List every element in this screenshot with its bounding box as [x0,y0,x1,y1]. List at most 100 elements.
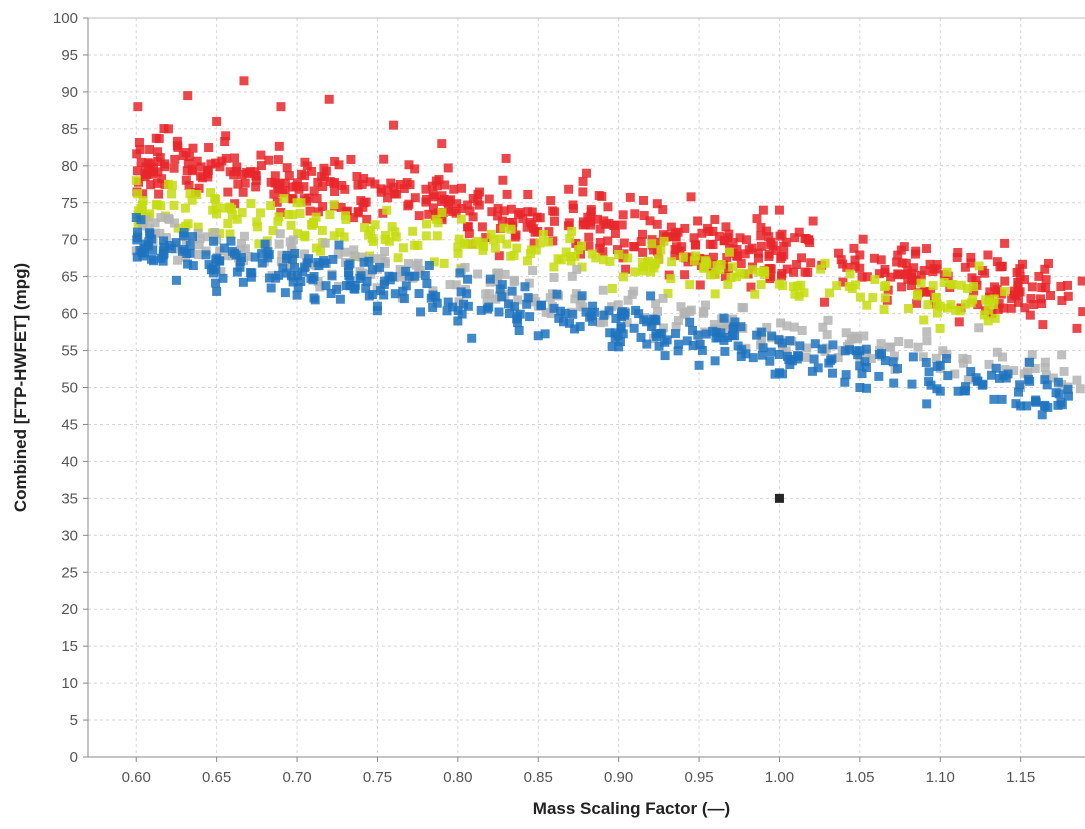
data-point [456,287,466,297]
data-point [695,339,705,349]
data-point [136,215,146,225]
data-point [340,211,350,221]
data-point [477,222,487,232]
data-point [923,300,933,310]
data-point [568,309,578,319]
data-point [442,306,452,316]
data-point [1056,281,1066,291]
data-point [208,205,218,215]
data-point [950,369,960,379]
data-point [155,228,165,238]
data-point [230,153,240,163]
data-point [352,171,362,181]
data-point [911,246,921,256]
data-point [595,243,605,253]
data-point [159,236,169,246]
data-point [912,298,922,308]
data-point [543,237,553,247]
data-point [971,275,981,285]
data-point [443,163,453,173]
data-point [983,316,993,326]
data-point [453,316,463,326]
data-point [503,299,513,309]
data-point [771,245,781,255]
data-point [840,377,850,387]
data-point [464,229,474,239]
data-point [735,233,745,243]
data-point [332,284,342,294]
data-point [367,289,377,299]
data-point [251,176,261,186]
data-point [282,253,292,263]
data-point [204,143,214,153]
data-point [159,249,169,259]
data-point [134,137,144,147]
data-point [1009,366,1019,376]
data-point [598,255,608,265]
data-point [515,207,525,217]
data-point [353,208,363,218]
data-point [560,309,570,319]
data-point [720,346,730,356]
data-point [935,360,945,370]
data-point [155,153,165,163]
data-point [292,178,302,188]
data-point [1040,401,1050,411]
data-point [874,371,884,381]
data-point [921,287,931,297]
data-point [463,301,473,311]
data-point [552,289,562,299]
data-point [630,242,640,252]
data-point [1013,387,1023,397]
data-point [740,269,750,279]
data-point [685,307,695,317]
data-point [983,305,993,315]
data-point [646,267,656,277]
data-point [820,258,830,268]
data-point [376,286,386,296]
data-point [390,227,400,237]
data-point [862,272,872,282]
data-point [361,197,371,207]
data-point [868,293,878,303]
data-point [364,230,374,240]
data-point [1013,297,1023,307]
data-point [903,303,913,313]
data-point [138,251,148,261]
y-tick-label: 35 [61,490,78,507]
data-point [404,199,414,209]
data-point [919,266,929,276]
data-point [584,241,594,251]
data-point [420,270,430,280]
data-point [931,353,941,363]
data-point [559,317,569,327]
data-point [1057,350,1067,360]
data-point [679,308,689,318]
data-point [1025,357,1035,367]
data-point [789,322,799,332]
data-point [935,386,945,396]
data-point [670,329,680,339]
data-point [928,281,938,291]
y-tick-label: 100 [53,10,78,27]
data-point [603,202,613,212]
data-point [297,169,307,179]
data-point [893,364,903,374]
data-point [607,342,617,352]
data-point [794,291,804,301]
data-point [954,317,964,327]
data-point [645,216,655,226]
data-point [264,155,274,165]
data-point [752,214,762,224]
data-point [232,267,242,277]
data-point [476,305,486,315]
data-point [153,147,163,157]
data-point [292,290,302,300]
data-point [951,305,961,315]
data-point [1000,238,1010,248]
data-point [578,187,588,197]
data-point [997,394,1007,404]
data-point [666,222,676,232]
data-point [578,176,588,186]
